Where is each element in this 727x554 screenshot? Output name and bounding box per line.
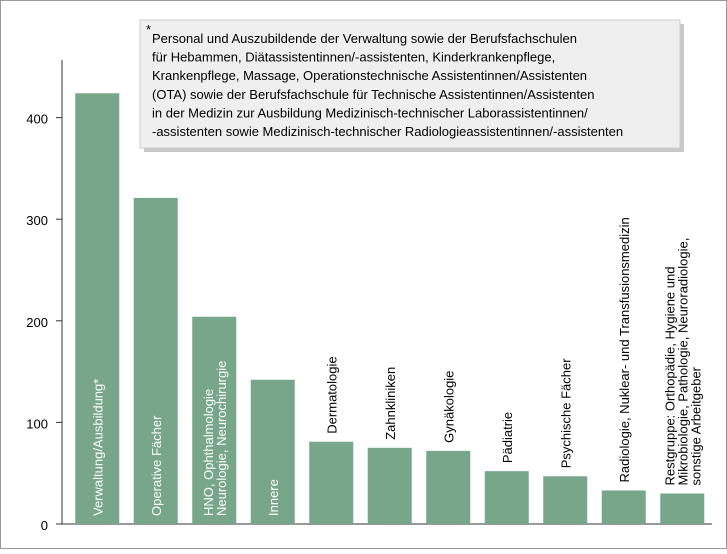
note-line: Personal und Auszubildende der Verwaltun…: [152, 31, 577, 46]
note-line: in der Medizin zur Ausbildung Medizinisc…: [152, 105, 588, 120]
bar: [543, 476, 588, 524]
bar: [250, 379, 295, 524]
bar: [660, 493, 705, 524]
y-tick-label: 300: [26, 213, 48, 228]
y-tick-label: 0: [41, 518, 48, 533]
y-tick-label: 200: [26, 315, 48, 330]
bar: [426, 450, 471, 524]
x-tick-label: Gynäkologie: [441, 371, 456, 443]
x-tick-label: Verwaltung/Ausbildung*: [90, 379, 105, 516]
note-line: Krankenpflege, Massage, Operationstechni…: [152, 68, 587, 83]
x-tick-label: Pädiatrie: [500, 412, 515, 463]
x-tick-label: Radiologie, Nuklear- und Transfusionsmed…: [617, 217, 632, 482]
bar: [484, 471, 529, 524]
bar: [309, 441, 354, 524]
y-tick-label: 100: [26, 416, 48, 431]
x-tick-label: Zahnkliniken: [383, 367, 398, 440]
x-tick-label: HNO, Ophthalmologie: [201, 389, 216, 516]
x-tick-label: sonstige Arbeitgeber: [688, 366, 703, 485]
bar: [367, 447, 412, 524]
x-tick-label: Psychische Fächer: [558, 358, 573, 468]
x-tick-label: Dermatologie: [324, 356, 339, 433]
note-box: [139, 19, 681, 149]
x-tick-label: Neurologie, Neurochirurgie: [214, 361, 229, 516]
bar: [133, 197, 178, 524]
bar: [601, 490, 646, 524]
y-tick-label: 400: [26, 112, 48, 127]
x-tick-label: Mikrobiologie, Pathologie, Neuroradiolog…: [675, 238, 690, 486]
bar: [75, 93, 120, 524]
x-tick-label: Innere: [266, 479, 281, 516]
x-tick-label: Restgruppe: Orthopädie, Hygiene und: [662, 267, 677, 486]
note-line: für Hebammen, Diätassistentinnen/-assist…: [152, 50, 555, 65]
note-line: (OTA) sowie der Berufsfachschule für Tec…: [152, 87, 594, 102]
bar: [192, 316, 237, 524]
note-marker: *: [146, 22, 151, 37]
note-line: -assistenten sowie Medizinisch-technisch…: [152, 124, 623, 139]
x-tick-label: Operative Fächer: [149, 415, 164, 516]
